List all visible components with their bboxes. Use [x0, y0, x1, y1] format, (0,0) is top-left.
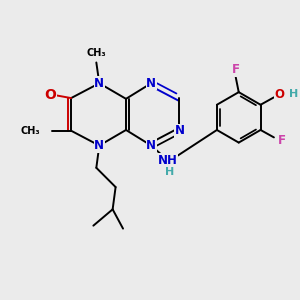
Text: CH₃: CH₃: [21, 126, 40, 136]
Text: O: O: [44, 88, 56, 102]
Text: N: N: [174, 124, 184, 137]
Text: CH₃: CH₃: [86, 48, 106, 58]
Text: F: F: [232, 63, 240, 76]
Text: NH: NH: [158, 154, 178, 167]
Text: N: N: [146, 139, 156, 152]
Text: F: F: [278, 134, 286, 147]
Text: N: N: [146, 77, 156, 90]
Text: H: H: [165, 167, 175, 177]
Text: O: O: [275, 88, 285, 101]
Text: N: N: [94, 139, 104, 152]
Text: N: N: [94, 77, 104, 90]
Text: H: H: [289, 89, 298, 99]
